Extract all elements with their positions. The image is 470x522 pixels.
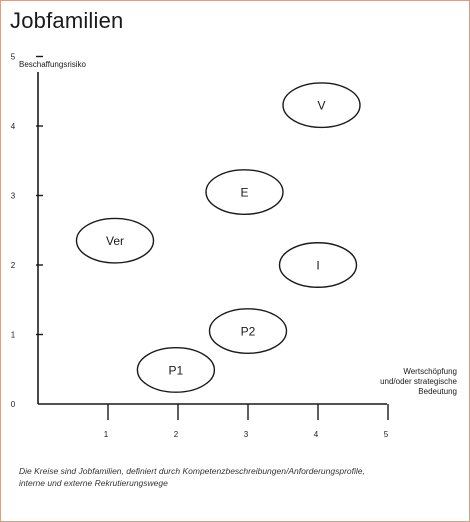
bubble-ver: Ver [75, 217, 155, 264]
x-axis-label-line: Wertschöpfung [403, 367, 457, 376]
y-tick-label: 3 [11, 192, 16, 201]
figure-caption: Die Kreise sind Jobfamilien, definiert d… [19, 465, 449, 489]
bubble-label: E [240, 186, 248, 200]
bubble-p1: P1 [136, 347, 216, 393]
bubble-ellipse [208, 308, 288, 354]
bubble-v: V [282, 82, 361, 129]
bubble-ellipse [278, 242, 358, 288]
bubble-p2: P2 [208, 308, 288, 354]
x-axis-label-line: und/oder strategische [380, 377, 457, 386]
y-tick-label: 0 [11, 400, 16, 409]
y-tick-label: 1 [11, 331, 16, 340]
y-tick-label: 5 [11, 53, 16, 62]
y-tick-label: 4 [11, 122, 16, 131]
chart-axis-labels: Beschaffungsrisiko Wertschöpfung und/oder … [19, 60, 458, 396]
bubble-ellipse [75, 217, 155, 264]
caption-line-2: interne und externe Rekrutierungswege [19, 478, 168, 488]
x-tick-label: 1 [104, 430, 109, 439]
chart-axes [37, 72, 387, 405]
bubble-ellipse [136, 347, 216, 393]
caption-line-1: Die Kreise sind Jobfamilien, definiert d… [19, 466, 365, 476]
x-axis-label: Wertschöpfung und/oder strategische Bedeut… [380, 367, 457, 396]
chart-bubbles: V E Ver I P2 P1 [75, 82, 361, 393]
bubble-label: V [317, 99, 325, 113]
bubble-ellipse [205, 169, 284, 215]
y-tick-label: 2 [11, 261, 16, 270]
bubble-ellipse [282, 82, 361, 129]
bubble-label: P1 [169, 363, 184, 377]
x-tick-label: 2 [174, 430, 179, 439]
bubble-label: P2 [241, 325, 256, 339]
bubble-i: I [278, 242, 358, 288]
y-axis-label: Beschaffungsrisiko [19, 60, 87, 69]
page-title: Jobfamilien [10, 8, 124, 33]
x-tick-label: 4 [314, 430, 319, 439]
chart-ticks: 0 1 2 3 4 5 1 2 3 4 5 [11, 53, 389, 440]
bubble-label: I [316, 259, 319, 273]
bubble-e: E [205, 169, 284, 215]
x-tick-label: 3 [244, 430, 249, 439]
x-axis-label-line: Bedeutung [418, 387, 457, 396]
x-tick-label: 5 [384, 430, 389, 439]
bubble-label: Ver [106, 234, 124, 248]
